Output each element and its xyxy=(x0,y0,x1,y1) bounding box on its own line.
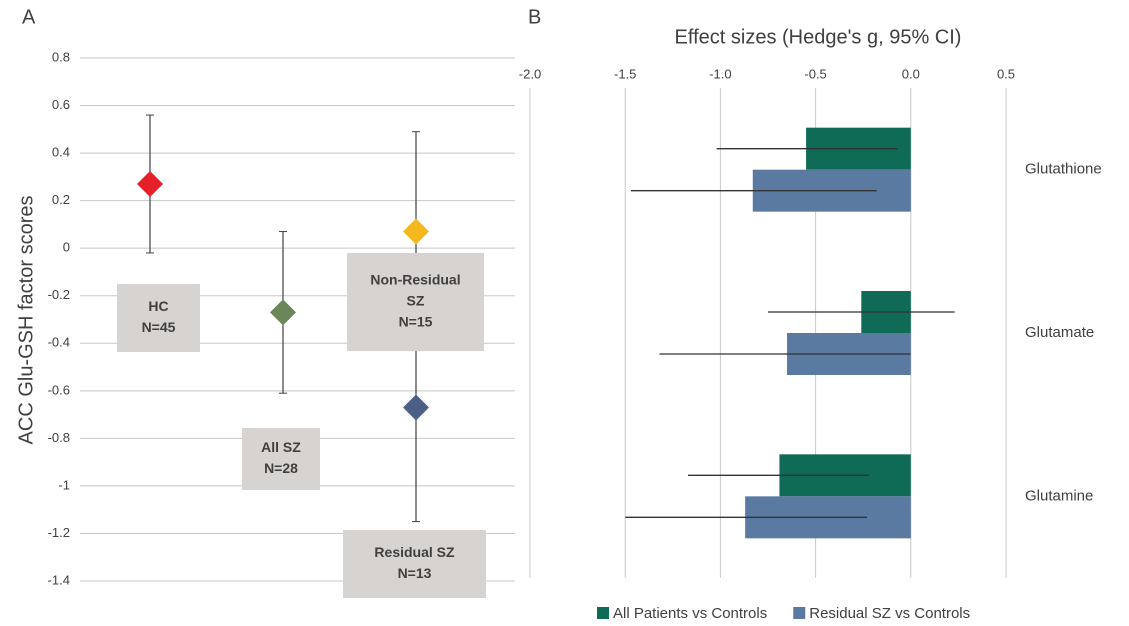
point xyxy=(137,170,163,197)
point xyxy=(270,299,296,326)
group-label: N=45 xyxy=(142,319,176,335)
legend-swatch xyxy=(597,607,609,619)
y-tick-label: 0.6 xyxy=(52,97,70,112)
panel-label: A xyxy=(22,6,36,28)
label-box xyxy=(117,284,200,352)
group-label: N=28 xyxy=(264,460,298,476)
group-label: N=13 xyxy=(398,565,432,581)
x-tick-label: 0.5 xyxy=(997,66,1015,81)
y-tick-label: -0.2 xyxy=(48,287,70,302)
y-tick-label: -0.8 xyxy=(48,430,70,445)
label-box xyxy=(343,530,486,598)
panel-label: B xyxy=(528,6,541,28)
group-label: N=15 xyxy=(399,314,433,330)
legend-label: Residual SZ vs Controls xyxy=(809,605,970,622)
y-tick-label: 0.2 xyxy=(52,192,70,207)
x-tick-label: -0.5 xyxy=(804,66,826,81)
y-tick-label: 0 xyxy=(63,240,70,255)
group-label: HC xyxy=(148,298,168,314)
label-box xyxy=(347,253,484,351)
y-tick-label: 0.4 xyxy=(52,145,70,160)
group-label: All SZ xyxy=(261,439,301,455)
legend-label: All Patients vs Controls xyxy=(613,605,767,622)
y-tick-label: -0.6 xyxy=(48,382,70,397)
group-label: Non-Residual xyxy=(370,272,460,288)
y-tick-label: -1.4 xyxy=(48,572,70,587)
y-axis-label: ACC Glu-GSH factor scores xyxy=(15,196,37,445)
category-label: Glutamate xyxy=(1025,324,1094,341)
x-tick-label: 0.0 xyxy=(902,66,920,81)
point xyxy=(403,394,429,421)
legend-swatch xyxy=(793,607,806,619)
point xyxy=(403,218,429,245)
x-tick-label: -1.5 xyxy=(614,66,636,81)
chart-title: Effect sizes (Hedge's g, 95% CI) xyxy=(675,26,962,48)
group-label: Residual SZ xyxy=(374,544,455,560)
category-label: Glutamine xyxy=(1025,487,1093,504)
group-label: SZ xyxy=(407,293,425,309)
y-tick-label: 0.8 xyxy=(52,49,70,64)
y-tick-label: -1.2 xyxy=(48,525,70,540)
y-tick-label: -1 xyxy=(58,477,70,492)
category-label: Glutathione xyxy=(1025,161,1102,178)
label-box xyxy=(242,428,320,490)
x-tick-label: -2.0 xyxy=(519,66,541,81)
y-tick-label: -0.4 xyxy=(48,335,70,350)
x-tick-label: -1.0 xyxy=(709,66,731,81)
